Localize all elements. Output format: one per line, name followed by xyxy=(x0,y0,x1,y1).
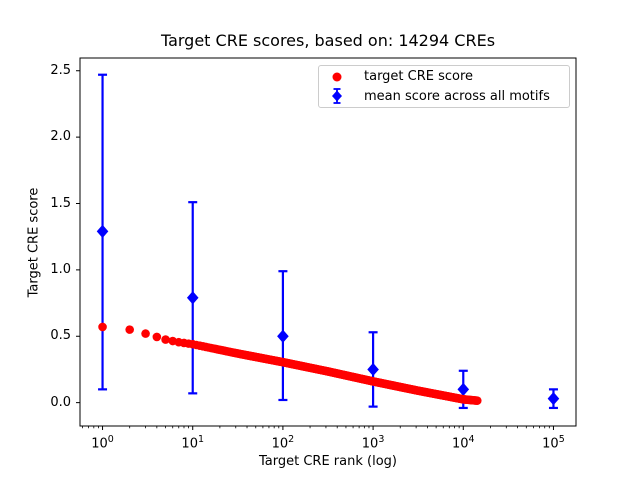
chart-title: Target CRE scores, based on: 14294 CREs xyxy=(160,31,496,50)
mean-diamond-marker xyxy=(367,362,379,377)
target-score-point xyxy=(98,322,107,332)
target-score-point xyxy=(161,335,170,344)
target-score-point xyxy=(141,329,150,338)
x-tick-label: 104 xyxy=(451,434,475,452)
y-tick-label: 1.5 xyxy=(50,195,71,211)
mean-diamond-marker xyxy=(96,224,109,238)
legend-entry-mean-score: mean score across all motifs xyxy=(319,87,569,107)
x-axis-label: Target CRE rank (log) xyxy=(259,454,397,469)
y-tick-label: 0.5 xyxy=(50,328,71,344)
target-score-point xyxy=(125,325,134,334)
target-score-point xyxy=(472,396,482,405)
x-tick-label: 102 xyxy=(271,434,295,452)
mean-diamond-marker xyxy=(277,329,289,343)
legend: target CRE score mean score across all m… xyxy=(318,65,570,108)
y-tick-label: 1.0 xyxy=(50,261,71,277)
legend-diamond-shape xyxy=(332,90,342,102)
y-tick-label: 2.5 xyxy=(50,62,71,78)
x-tick-label: 100 xyxy=(91,434,114,452)
x-tick-label: 103 xyxy=(361,434,385,452)
legend-entry-target-score: target CRE score xyxy=(319,67,569,87)
mean-diamond-marker xyxy=(457,382,470,396)
legend-entry-label: target CRE score xyxy=(364,69,474,85)
y-tick-label: 0.0 xyxy=(50,394,71,410)
mean-diamond-marker xyxy=(186,291,199,305)
legend-entry-label: mean score across all motifs xyxy=(364,88,550,104)
axes-spines xyxy=(79,57,577,427)
target-score-point xyxy=(152,332,162,342)
mean-diamond-marker xyxy=(547,392,560,406)
y-tick-label: 2.0 xyxy=(50,129,71,145)
x-tick-label: 101 xyxy=(181,434,205,452)
legend-red-circle-icon xyxy=(324,69,350,85)
legend-blue-diamond-errorbar-icon xyxy=(324,87,350,105)
y-axis-label: Target CRE score xyxy=(26,187,42,298)
x-tick-label: 105 xyxy=(542,434,565,452)
